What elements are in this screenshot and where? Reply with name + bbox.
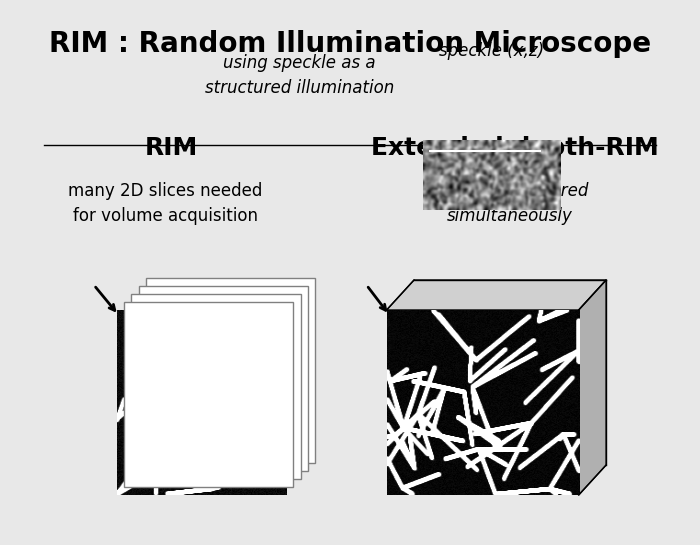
Text: many 2D slices needed
for volume acquisition: many 2D slices needed for volume acquisi… xyxy=(68,182,262,225)
Text: speckle (x,z): speckle (x,z) xyxy=(439,42,545,60)
Text: Extended depth-RIM: Extended depth-RIM xyxy=(371,136,659,160)
Bar xyxy=(146,278,315,463)
Polygon shape xyxy=(579,280,606,495)
Bar xyxy=(139,286,308,471)
Text: using speckle as a
structured illumination: using speckle as a structured illuminati… xyxy=(205,53,394,96)
Text: RIM: RIM xyxy=(145,136,198,160)
Polygon shape xyxy=(386,280,606,310)
Bar xyxy=(124,302,293,487)
Text: RIM : Random Illumination Microscope: RIM : Random Illumination Microscope xyxy=(49,30,651,58)
Text: all planes acquired
simultaneously: all planes acquired simultaneously xyxy=(431,182,589,225)
Bar xyxy=(132,294,300,479)
